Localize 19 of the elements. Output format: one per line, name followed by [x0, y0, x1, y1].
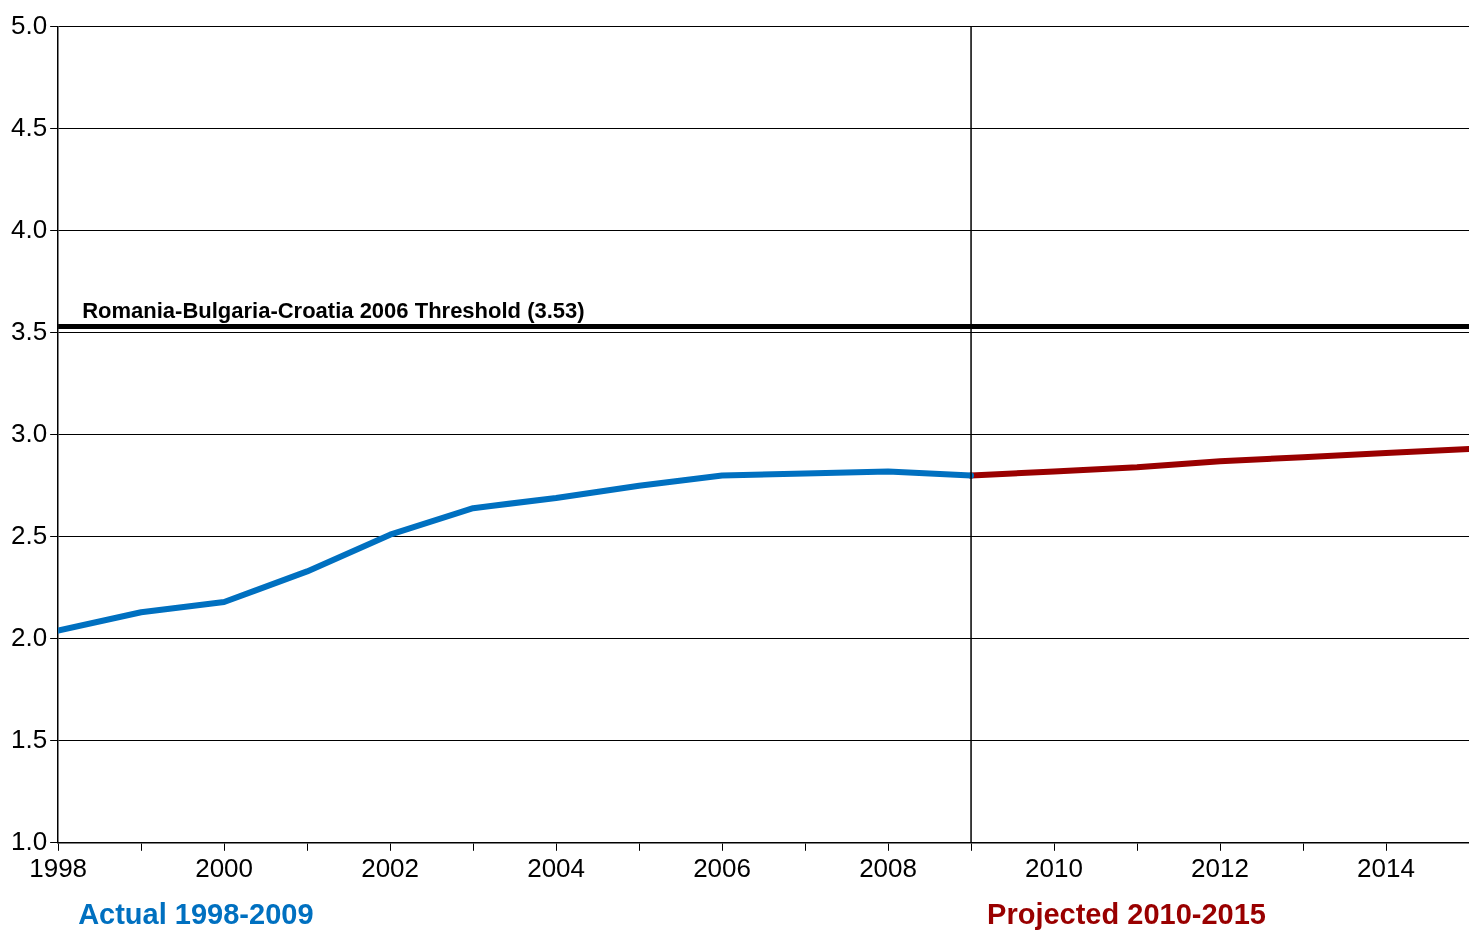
x-tick-label: 2002: [361, 852, 420, 883]
text: Projected 2010-2015: [987, 898, 1266, 931]
x-tick-label: 2004: [527, 852, 586, 883]
y-tick-label: 2.5: [10, 519, 48, 550]
y-tick-label: 4.5: [10, 111, 48, 142]
y-tick-label: 3.5: [10, 315, 48, 346]
ref-line-label: Romania-Bulgaria-Croatia 2006 Threshold (3.53): [82, 297, 585, 323]
x-tick-label: 2006: [693, 852, 751, 883]
y-tick-label: 1.5: [10, 723, 48, 754]
y-tick-label: 3.0: [10, 417, 48, 448]
y-tick-label: 5.0: [10, 9, 48, 40]
x-tick-label: 2008: [859, 852, 917, 883]
y-tick-label: 2.0: [10, 621, 48, 652]
x-tick-label: 2000: [195, 852, 254, 883]
text: Actual 1998-2009: [78, 898, 314, 931]
x-tick-label: 2014: [1357, 852, 1415, 883]
x-tick-label: 2010: [1025, 852, 1083, 883]
x-tick-label: 2012: [1191, 852, 1249, 883]
y-tick-label: 4.0: [10, 213, 48, 244]
